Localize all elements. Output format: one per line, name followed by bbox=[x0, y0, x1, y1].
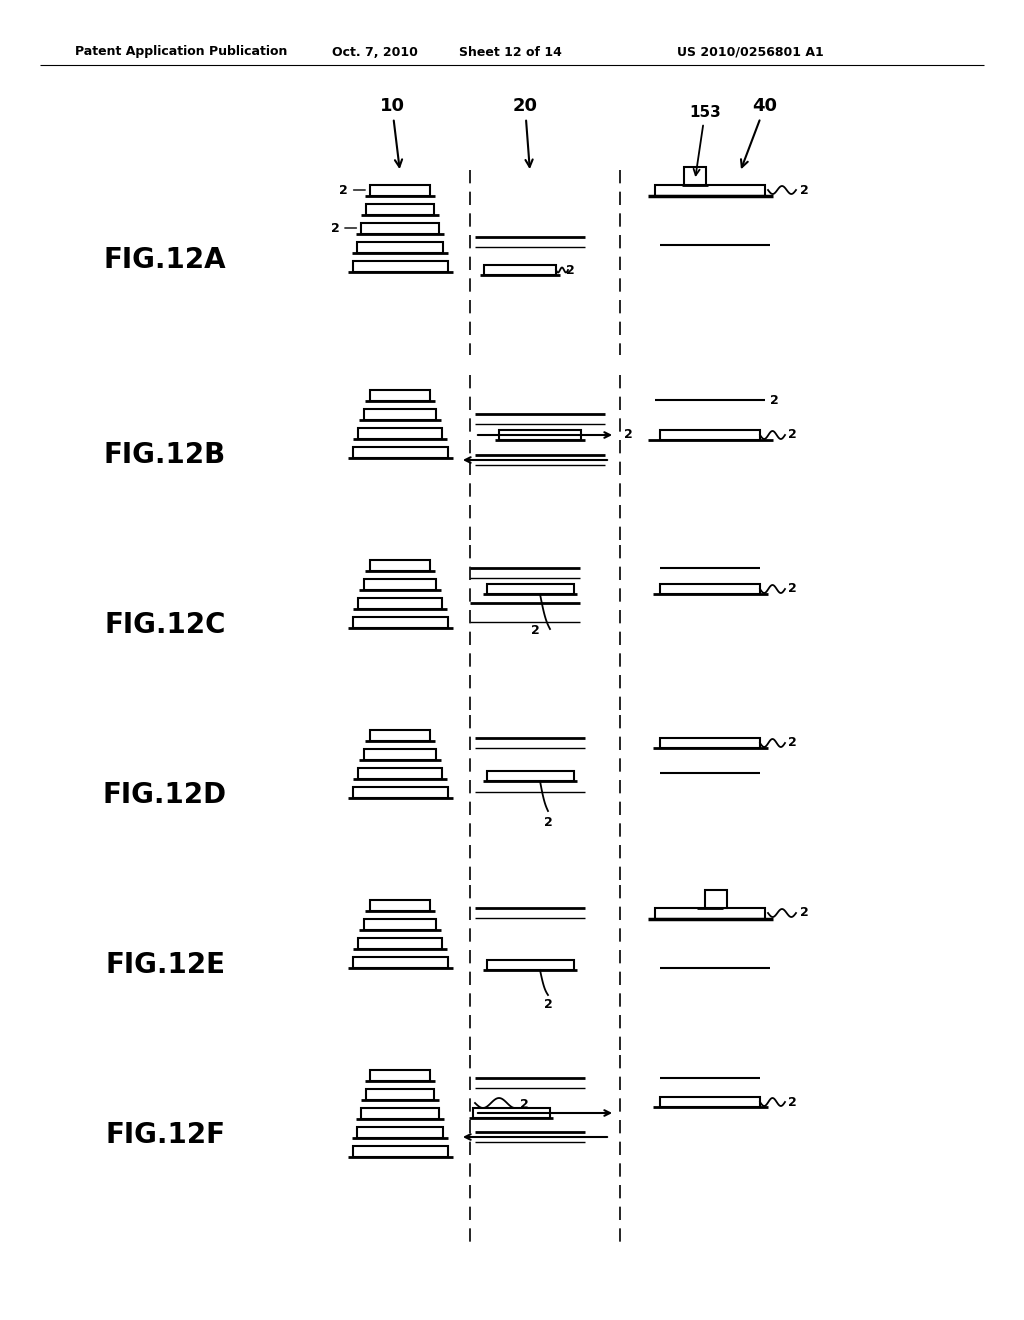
Bar bbox=[486, 583, 573, 594]
Bar bbox=[365, 919, 436, 931]
Text: 10: 10 bbox=[380, 96, 404, 166]
Text: 2: 2 bbox=[788, 737, 797, 750]
Bar bbox=[361, 1107, 438, 1119]
Text: 2: 2 bbox=[530, 624, 540, 638]
Text: 40: 40 bbox=[741, 96, 777, 168]
Bar bbox=[370, 730, 430, 741]
Bar bbox=[352, 447, 447, 458]
Bar bbox=[357, 1127, 443, 1138]
Text: FIG.12A: FIG.12A bbox=[103, 246, 226, 275]
Text: 2: 2 bbox=[788, 429, 797, 441]
Text: 2: 2 bbox=[624, 429, 633, 441]
Bar bbox=[370, 389, 430, 401]
Text: Sheet 12 of 14: Sheet 12 of 14 bbox=[459, 45, 561, 58]
Bar bbox=[366, 1089, 434, 1100]
Text: 2: 2 bbox=[788, 582, 797, 595]
Text: 2: 2 bbox=[331, 222, 356, 235]
Bar bbox=[370, 185, 430, 195]
Text: 2: 2 bbox=[339, 183, 366, 197]
Bar bbox=[472, 1107, 550, 1118]
Text: FIG.12B: FIG.12B bbox=[103, 441, 226, 469]
Bar bbox=[361, 223, 438, 234]
Text: 2: 2 bbox=[544, 998, 552, 1011]
Text: 2: 2 bbox=[770, 393, 778, 407]
Bar bbox=[660, 430, 760, 440]
Bar bbox=[358, 428, 441, 440]
Text: FIG.12C: FIG.12C bbox=[104, 611, 225, 639]
Bar bbox=[660, 583, 760, 594]
Bar bbox=[499, 430, 581, 440]
Bar bbox=[486, 771, 573, 781]
Bar bbox=[365, 748, 436, 760]
Bar bbox=[484, 265, 556, 275]
Text: FIG.12F: FIG.12F bbox=[105, 1121, 225, 1148]
Bar bbox=[358, 768, 441, 779]
Bar bbox=[660, 738, 760, 748]
Bar bbox=[352, 787, 447, 799]
Bar bbox=[486, 960, 573, 970]
Bar bbox=[655, 908, 765, 919]
Text: US 2010/0256801 A1: US 2010/0256801 A1 bbox=[677, 45, 823, 58]
Text: FIG.12D: FIG.12D bbox=[103, 781, 227, 809]
Bar bbox=[365, 409, 436, 420]
Text: 2: 2 bbox=[566, 264, 574, 276]
Text: Oct. 7, 2010: Oct. 7, 2010 bbox=[332, 45, 418, 58]
Text: FIG.12E: FIG.12E bbox=[105, 950, 225, 979]
Bar bbox=[352, 957, 447, 968]
Text: 2: 2 bbox=[544, 816, 552, 829]
Bar bbox=[352, 616, 447, 628]
Text: 2: 2 bbox=[520, 1098, 528, 1111]
Bar bbox=[660, 1097, 760, 1107]
Bar bbox=[705, 890, 727, 908]
Text: 20: 20 bbox=[512, 96, 538, 166]
Bar bbox=[684, 168, 706, 185]
Bar bbox=[358, 939, 441, 949]
Bar bbox=[370, 1071, 430, 1081]
Bar bbox=[370, 560, 430, 572]
Bar bbox=[370, 900, 430, 911]
Bar bbox=[357, 242, 443, 253]
Bar bbox=[366, 205, 434, 215]
Bar bbox=[352, 261, 447, 272]
Bar bbox=[655, 185, 765, 195]
Text: Patent Application Publication: Patent Application Publication bbox=[75, 45, 288, 58]
Text: 2: 2 bbox=[788, 1096, 797, 1109]
Bar bbox=[365, 579, 436, 590]
Bar bbox=[358, 598, 441, 609]
Bar bbox=[352, 1146, 447, 1158]
Text: 2: 2 bbox=[800, 907, 809, 920]
Text: 2: 2 bbox=[800, 183, 809, 197]
Text: 153: 153 bbox=[689, 106, 721, 176]
